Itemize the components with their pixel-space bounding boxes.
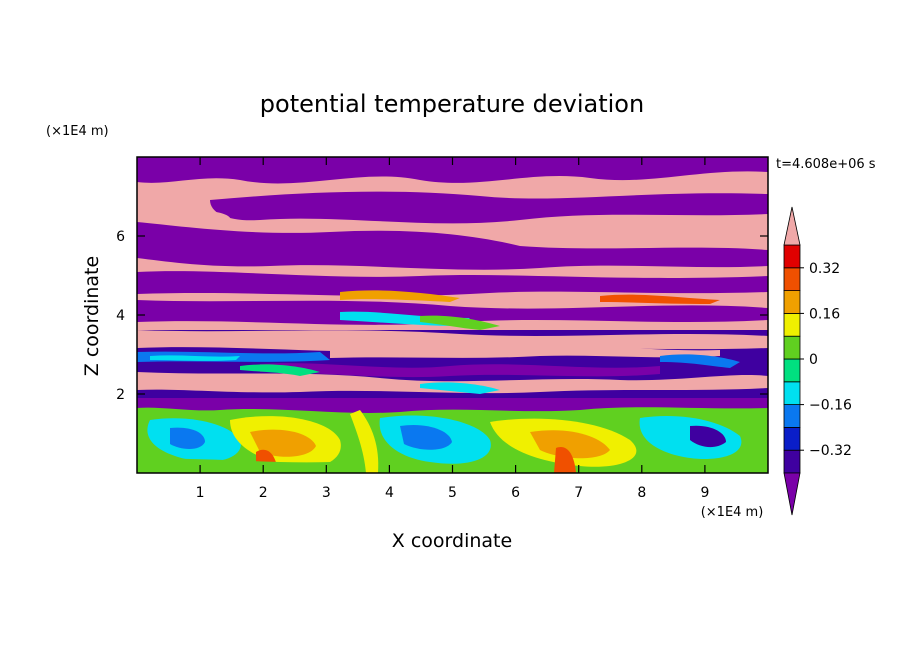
time-label: t=4.608e+06 s xyxy=(776,157,876,172)
x-tick-label: 4 xyxy=(385,485,394,501)
colorbar-tick-label: −0.16 xyxy=(809,398,852,414)
colorbar-segment xyxy=(783,335,801,360)
colorbar: 0.32 0.16 0 −0.16 −0.32 xyxy=(783,206,852,516)
contour-field xyxy=(137,157,768,473)
y-tick-label: 6 xyxy=(116,229,125,245)
colorbar-segment xyxy=(783,381,801,405)
x-tick-label: 6 xyxy=(511,485,520,501)
y-axis-label: Z coordinate xyxy=(81,256,103,376)
colorbar-extend-bottom xyxy=(783,472,801,516)
colorbar-segment xyxy=(783,312,801,337)
x-tick-label: 9 xyxy=(700,485,709,501)
colorbar-segment xyxy=(783,404,801,428)
y-tick-label: 4 xyxy=(116,308,125,324)
colorbar-segment xyxy=(783,244,801,269)
colorbar-tick-label: 0.32 xyxy=(809,261,840,277)
colorbar-tick-label: 0.16 xyxy=(809,306,840,322)
colorbar-segment xyxy=(783,267,801,291)
colorbar-tick-label: 0 xyxy=(809,352,818,368)
x-tick-label: 8 xyxy=(637,485,646,501)
y-axis: 2 4 6 xyxy=(116,229,768,403)
chart-title: potential temperature deviation xyxy=(260,90,644,118)
x-tick-label: 3 xyxy=(322,485,331,501)
x-tick-label: 7 xyxy=(574,485,583,501)
y-unit-label: (×1E4 m) xyxy=(46,124,109,139)
x-tick-label: 2 xyxy=(259,485,268,501)
colorbar-segment xyxy=(783,426,801,451)
x-unit-label: (×1E4 m) xyxy=(701,505,764,520)
x-axis: 1 2 3 4 5 6 7 8 9 xyxy=(196,157,709,501)
y-tick-label: 2 xyxy=(116,387,125,403)
x-tick-label: 1 xyxy=(196,485,205,501)
colorbar-tick-label: −0.32 xyxy=(809,443,852,459)
colorbar-extend-top xyxy=(783,206,801,246)
x-axis-label: X coordinate xyxy=(392,530,512,552)
colorbar-segment xyxy=(783,290,801,314)
colorbar-segment xyxy=(783,449,801,474)
x-tick-label: 5 xyxy=(448,485,457,501)
colorbar-segment xyxy=(783,358,801,383)
